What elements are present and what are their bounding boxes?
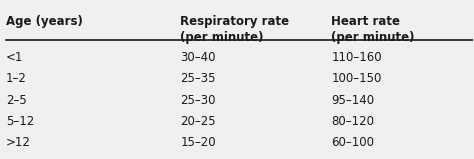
Text: 100–150: 100–150 [331, 73, 382, 86]
Text: 1–2: 1–2 [6, 73, 27, 86]
Text: 25–35: 25–35 [181, 73, 216, 86]
Text: 30–40: 30–40 [181, 51, 216, 64]
Text: 20–25: 20–25 [181, 115, 216, 128]
Text: 80–120: 80–120 [331, 115, 374, 128]
Text: Respiratory rate
(per minute): Respiratory rate (per minute) [181, 15, 290, 45]
Text: 95–140: 95–140 [331, 93, 374, 107]
Text: 60–100: 60–100 [331, 136, 374, 149]
Text: 5–12: 5–12 [6, 115, 34, 128]
Text: 25–30: 25–30 [181, 93, 216, 107]
Text: 2–5: 2–5 [6, 93, 27, 107]
Text: 110–160: 110–160 [331, 51, 382, 64]
Text: Heart rate
(per minute): Heart rate (per minute) [331, 15, 415, 45]
Text: <1: <1 [6, 51, 24, 64]
Text: Age (years): Age (years) [6, 15, 83, 28]
Text: >12: >12 [6, 136, 31, 149]
Text: 15–20: 15–20 [181, 136, 216, 149]
